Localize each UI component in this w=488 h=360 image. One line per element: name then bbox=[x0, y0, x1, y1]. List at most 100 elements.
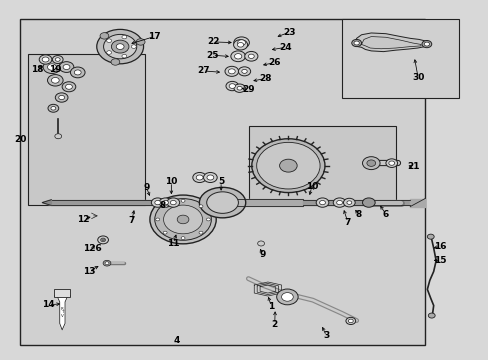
Circle shape bbox=[111, 40, 129, 53]
Text: 2: 2 bbox=[271, 320, 277, 329]
Circle shape bbox=[316, 198, 328, 207]
Circle shape bbox=[51, 107, 56, 110]
Circle shape bbox=[55, 134, 61, 139]
Circle shape bbox=[427, 234, 433, 239]
Text: 5: 5 bbox=[218, 177, 224, 186]
Text: 11: 11 bbox=[167, 239, 179, 248]
Circle shape bbox=[122, 35, 126, 39]
Circle shape bbox=[238, 67, 250, 76]
Circle shape bbox=[150, 195, 216, 244]
Circle shape bbox=[427, 313, 434, 318]
Circle shape bbox=[237, 86, 242, 90]
Ellipse shape bbox=[199, 187, 245, 218]
Text: 7: 7 bbox=[128, 216, 135, 225]
Circle shape bbox=[65, 84, 72, 89]
Circle shape bbox=[155, 201, 160, 205]
Text: 28: 28 bbox=[259, 74, 271, 83]
Bar bbox=[54, 289, 70, 297]
Circle shape bbox=[233, 37, 249, 48]
Polygon shape bbox=[54, 296, 70, 330]
Text: 10: 10 bbox=[305, 182, 317, 191]
Circle shape bbox=[159, 198, 171, 207]
Circle shape bbox=[346, 201, 351, 204]
Circle shape bbox=[319, 201, 325, 205]
Circle shape bbox=[136, 39, 145, 45]
Circle shape bbox=[196, 175, 203, 180]
Text: R: R bbox=[61, 307, 64, 311]
Circle shape bbox=[421, 41, 431, 48]
Circle shape bbox=[343, 198, 354, 207]
Circle shape bbox=[248, 54, 254, 58]
Circle shape bbox=[423, 42, 428, 46]
Circle shape bbox=[122, 54, 126, 58]
Text: 14: 14 bbox=[42, 300, 55, 309]
Circle shape bbox=[70, 67, 85, 78]
Circle shape bbox=[101, 238, 105, 242]
Circle shape bbox=[345, 318, 355, 324]
Circle shape bbox=[103, 260, 111, 266]
Text: 8: 8 bbox=[159, 201, 165, 210]
Bar bbox=[27, 54, 144, 205]
Circle shape bbox=[192, 172, 206, 183]
Circle shape bbox=[163, 231, 167, 234]
Circle shape bbox=[362, 198, 374, 207]
Bar bbox=[249, 126, 395, 205]
Circle shape bbox=[388, 161, 394, 165]
Text: 16: 16 bbox=[433, 242, 446, 251]
Circle shape bbox=[166, 198, 179, 207]
Text: 17: 17 bbox=[148, 32, 160, 41]
Text: 9: 9 bbox=[143, 183, 149, 192]
Circle shape bbox=[47, 64, 56, 70]
Text: 8: 8 bbox=[355, 210, 361, 219]
Circle shape bbox=[332, 198, 345, 207]
Circle shape bbox=[63, 64, 70, 69]
Circle shape bbox=[55, 93, 68, 102]
Circle shape bbox=[98, 236, 108, 244]
Circle shape bbox=[39, 55, 52, 64]
Circle shape bbox=[203, 172, 217, 183]
Circle shape bbox=[233, 40, 247, 50]
Text: 21: 21 bbox=[406, 162, 419, 171]
Text: 22: 22 bbox=[206, 37, 219, 46]
Circle shape bbox=[256, 142, 320, 189]
Circle shape bbox=[52, 55, 63, 63]
Circle shape bbox=[234, 54, 242, 59]
Text: 126: 126 bbox=[83, 244, 102, 253]
Circle shape bbox=[181, 199, 184, 202]
Circle shape bbox=[47, 75, 63, 86]
Circle shape bbox=[244, 51, 257, 61]
Circle shape bbox=[106, 39, 111, 42]
Text: 7: 7 bbox=[344, 218, 350, 227]
Circle shape bbox=[51, 77, 59, 83]
Circle shape bbox=[59, 62, 74, 72]
Circle shape bbox=[151, 198, 163, 207]
Circle shape bbox=[181, 237, 184, 239]
Text: 9: 9 bbox=[259, 251, 265, 260]
Circle shape bbox=[229, 84, 235, 88]
Circle shape bbox=[102, 239, 104, 241]
Circle shape bbox=[237, 40, 245, 45]
Circle shape bbox=[276, 289, 298, 305]
Circle shape bbox=[233, 84, 245, 93]
Circle shape bbox=[162, 201, 168, 205]
Circle shape bbox=[237, 42, 243, 47]
Circle shape bbox=[59, 95, 64, 100]
Text: 24: 24 bbox=[279, 43, 291, 52]
Circle shape bbox=[105, 262, 109, 265]
Circle shape bbox=[225, 81, 238, 91]
Circle shape bbox=[111, 59, 120, 65]
Circle shape bbox=[116, 44, 124, 49]
Circle shape bbox=[170, 201, 176, 205]
Circle shape bbox=[199, 205, 203, 208]
Circle shape bbox=[336, 201, 342, 205]
Text: 10: 10 bbox=[165, 177, 177, 186]
Circle shape bbox=[55, 58, 60, 61]
Circle shape bbox=[353, 41, 359, 45]
Circle shape bbox=[177, 215, 188, 224]
Circle shape bbox=[74, 70, 81, 75]
Circle shape bbox=[100, 33, 109, 39]
Circle shape bbox=[199, 231, 203, 234]
Circle shape bbox=[281, 293, 293, 301]
Text: 27: 27 bbox=[197, 67, 210, 76]
Circle shape bbox=[206, 175, 213, 180]
